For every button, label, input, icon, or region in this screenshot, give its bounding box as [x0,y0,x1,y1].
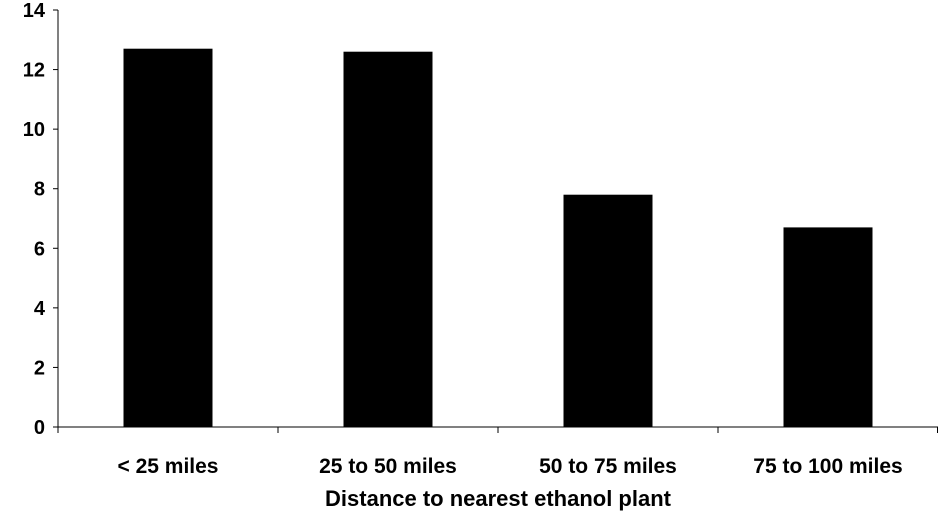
x-tick-label: 25 to 50 miles [319,455,457,478]
y-tick-label: 2 [34,357,45,379]
x-tick-label: < 25 miles [118,455,219,478]
y-axis-tick-labels: 0 2 4 6 8 10 12 14 [23,0,46,439]
x-tick-label: 50 to 75 miles [539,455,677,478]
y-tick-label: 6 [34,238,45,260]
y-tick-label: 14 [23,0,46,22]
y-tick-label: 12 [23,60,45,82]
y-tick-label: 4 [34,298,46,320]
axes [53,9,938,433]
bar [123,48,213,427]
bar [783,227,873,427]
y-tick-label: 0 [34,417,45,439]
y-tick-label: 8 [34,179,45,201]
x-axis-title: Distance to nearest ethanol plant [325,486,672,511]
bar [563,194,653,427]
bar [343,51,433,427]
bars [123,48,873,427]
x-tick-label: 75 to 100 miles [753,455,902,478]
x-axis-tick-labels: < 25 miles 25 to 50 miles 50 to 75 miles 75… [118,455,903,478]
y-tick-label: 10 [23,119,45,141]
